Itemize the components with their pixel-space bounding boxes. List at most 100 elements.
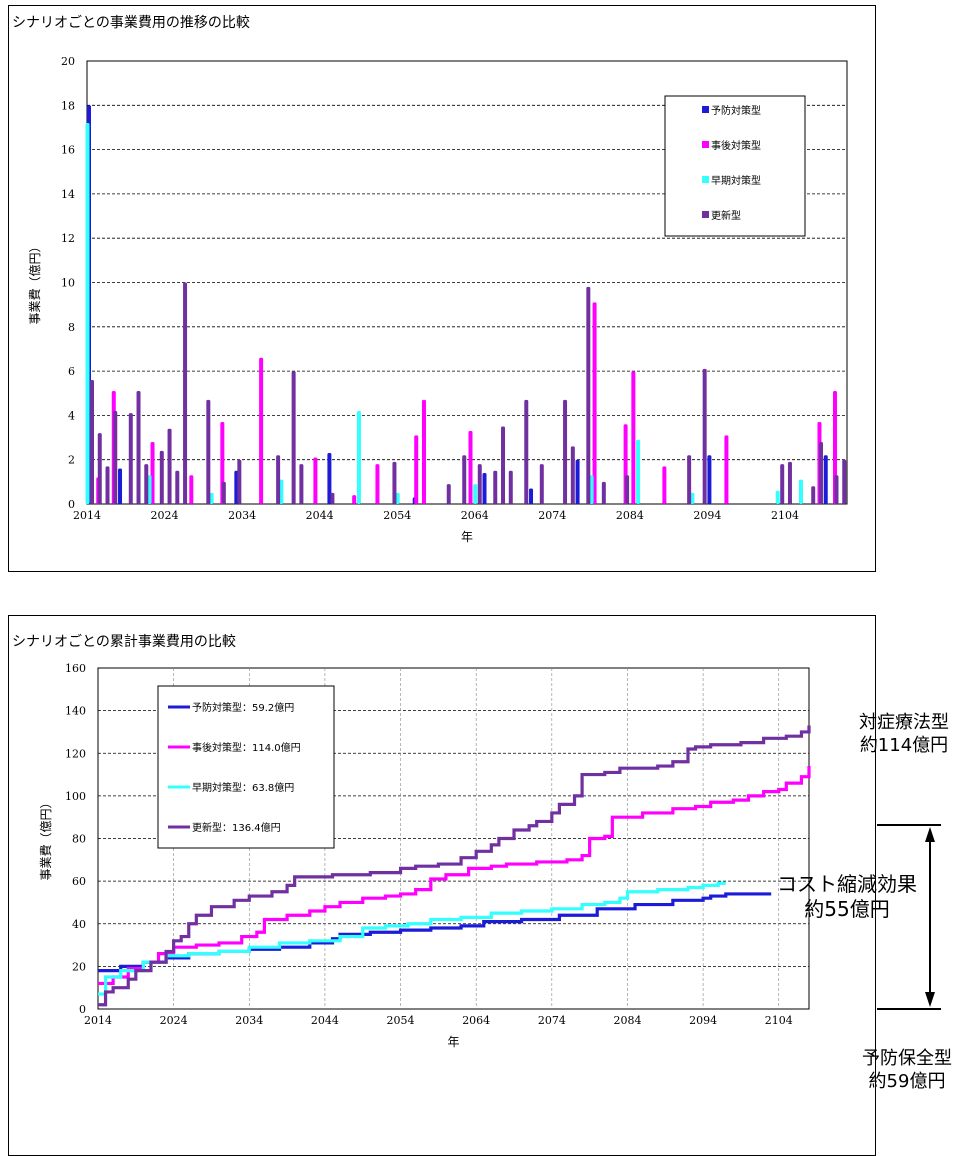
chart1-ytick-label: 18	[61, 99, 75, 112]
series-line	[98, 725, 811, 1007]
chart2-xtick-label: 2024	[160, 1014, 188, 1027]
bar	[811, 486, 816, 504]
bar	[462, 455, 467, 504]
cost-reduction-annotation: コスト縮減効果 約55億円	[752, 872, 942, 922]
chart2-ytick-label: 40	[72, 918, 86, 931]
chart1-ytick-label: 14	[61, 188, 75, 201]
bar	[631, 371, 636, 504]
bar	[90, 379, 94, 504]
chart2-legend	[157, 685, 335, 849]
bar	[508, 470, 513, 504]
chart2-title: シナリオごとの累計事業費用の比較	[12, 634, 236, 650]
bar	[259, 357, 264, 504]
bar	[589, 475, 594, 504]
bar	[299, 464, 304, 504]
bar	[601, 481, 606, 504]
bar	[276, 455, 281, 504]
bar	[375, 464, 380, 504]
bar	[818, 441, 823, 504]
taishou-label: 対症療法型	[859, 712, 949, 733]
bar	[468, 430, 473, 504]
chart2-ytick-label: 60	[72, 875, 86, 888]
bar	[842, 459, 847, 504]
bar	[493, 470, 498, 504]
bar	[313, 457, 318, 504]
chart1-legend-swatch	[702, 176, 709, 183]
bar	[592, 302, 597, 504]
chart2-xtick-label: 2034	[235, 1014, 263, 1027]
chart2-ytick-label: 160	[65, 662, 86, 675]
chart2-xtick-label: 2054	[387, 1014, 415, 1027]
bar	[356, 410, 361, 504]
bar	[707, 455, 712, 504]
chart2-legend-label: 更新型：136.4億円	[192, 821, 281, 834]
bar	[539, 464, 544, 504]
chart2-ytick-label: 0	[79, 1003, 86, 1016]
chart1-ytick-label: 2	[68, 454, 75, 467]
chart2-ytick-label: 80	[72, 833, 86, 846]
bar	[167, 428, 172, 504]
bar	[662, 466, 667, 504]
bar	[291, 371, 296, 504]
bar	[775, 490, 780, 504]
chart1-legend-label: 予防対策型	[711, 104, 761, 117]
bar	[823, 455, 828, 504]
bar	[414, 435, 419, 504]
bar	[636, 439, 641, 504]
chart2-xtick-label: 2084	[613, 1014, 641, 1027]
bar	[352, 495, 357, 504]
chart2-ytick-label: 120	[65, 747, 86, 760]
bar	[183, 282, 188, 504]
bar	[482, 472, 487, 504]
chart2-xtick-label: 2104	[765, 1014, 793, 1027]
bar	[189, 475, 194, 504]
bar	[834, 475, 839, 504]
chart1-legend-label: 早期対策型	[711, 174, 761, 187]
chart1-xtick-label: 2074	[538, 509, 566, 522]
yobou-annotation: 予防保全型 約59億円	[842, 1048, 972, 1093]
chart2-ytick-label: 140	[65, 705, 86, 718]
chart1-legend-label: 更新型	[711, 209, 741, 222]
chart1-ytick-label: 4	[68, 409, 75, 422]
chart1-xtick-label: 2064	[461, 509, 489, 522]
taishou-value: 約114億円	[859, 734, 949, 756]
bar	[136, 391, 141, 504]
bar	[128, 413, 133, 504]
bar	[221, 481, 226, 504]
chart1-legend-swatch	[702, 106, 709, 113]
chart1-legend	[664, 95, 806, 237]
chart2-y-axis-label: 事業費（億円）	[38, 796, 53, 880]
chart1-ytick-label: 6	[68, 365, 75, 378]
bar	[473, 484, 478, 504]
taishou-annotation: 対症療法型 約114億円	[836, 712, 972, 757]
cost-reduction-label: コスト縮減効果	[777, 872, 917, 896]
bar	[395, 492, 400, 504]
chart2-ytick-label: 100	[65, 790, 86, 803]
chart1-ytick-label: 10	[61, 277, 75, 290]
chart1-xtick-label: 2024	[151, 509, 179, 522]
bar	[524, 399, 529, 504]
yobou-value: 約59億円	[868, 1070, 946, 1092]
chart2-xtick-label: 2094	[689, 1014, 717, 1027]
chart2-xtick-label: 2074	[538, 1014, 566, 1027]
chart1-y-axis-label: 事業費（億円）	[27, 240, 42, 324]
bar	[147, 475, 152, 504]
chart1-xtick-label: 2014	[73, 509, 101, 522]
chart1-ytick-label: 20	[61, 55, 75, 68]
chart1-ytick-label: 12	[61, 232, 75, 245]
chart1-x-axis-label: 年	[461, 530, 473, 544]
chart1-ytick-label: 16	[61, 144, 75, 157]
chart2-x-axis-label: 年	[447, 1035, 459, 1049]
bar	[175, 470, 180, 504]
series-line	[98, 766, 811, 986]
bar	[206, 399, 211, 504]
yobou-label: 予防保全型	[862, 1048, 952, 1069]
chart2-xtick-label: 2044	[311, 1014, 339, 1027]
bar	[687, 455, 692, 504]
bar	[237, 459, 242, 504]
bar	[575, 459, 580, 504]
chart2-xtick-label: 2014	[84, 1014, 112, 1027]
bar	[702, 368, 707, 504]
cost-reduction-value: 約55億円	[804, 897, 890, 921]
